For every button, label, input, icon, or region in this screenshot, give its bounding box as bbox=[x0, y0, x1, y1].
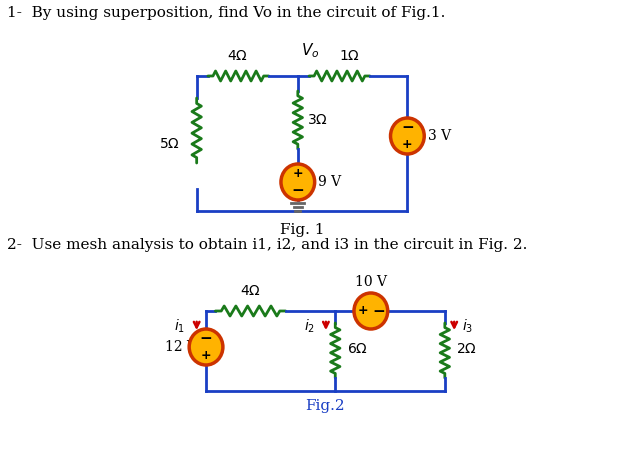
Text: $6\Omega$: $6\Omega$ bbox=[347, 342, 367, 356]
Text: $5\Omega$: $5\Omega$ bbox=[159, 137, 180, 151]
Text: +: + bbox=[293, 167, 303, 180]
Text: $4\Omega$: $4\Omega$ bbox=[227, 49, 248, 63]
Text: 2-  Use mesh analysis to obtain i1, i2, and i3 in the circuit in Fig. 2.: 2- Use mesh analysis to obtain i1, i2, a… bbox=[8, 238, 528, 252]
Circle shape bbox=[281, 164, 315, 200]
Text: $V_o$: $V_o$ bbox=[301, 41, 319, 60]
Text: Fig.2: Fig.2 bbox=[306, 399, 345, 413]
Text: $i_2$: $i_2$ bbox=[303, 317, 315, 335]
Text: +: + bbox=[358, 304, 369, 317]
Text: +: + bbox=[402, 137, 413, 151]
Text: $1\Omega$: $1\Omega$ bbox=[339, 49, 360, 63]
Text: −: − bbox=[372, 303, 385, 318]
Text: Fig. 1: Fig. 1 bbox=[279, 223, 324, 237]
Text: $3\Omega$: $3\Omega$ bbox=[307, 113, 328, 127]
Text: 10 V: 10 V bbox=[355, 275, 387, 289]
Text: 1-  By using superposition, find Vo in the circuit of Fig.1.: 1- By using superposition, find Vo in th… bbox=[8, 6, 446, 20]
Text: −: − bbox=[200, 331, 212, 346]
Circle shape bbox=[391, 118, 425, 154]
Text: $4\Omega$: $4\Omega$ bbox=[239, 284, 261, 298]
Text: −: − bbox=[291, 183, 304, 198]
Text: 9 V: 9 V bbox=[318, 175, 342, 189]
Text: $i_1$: $i_1$ bbox=[175, 317, 185, 335]
Text: +: + bbox=[201, 349, 212, 362]
Text: $i_3$: $i_3$ bbox=[462, 317, 473, 335]
Circle shape bbox=[189, 329, 223, 365]
Text: 3 V: 3 V bbox=[428, 129, 451, 143]
Text: −: − bbox=[401, 120, 414, 136]
Text: $2\Omega$: $2\Omega$ bbox=[456, 342, 477, 356]
Circle shape bbox=[354, 293, 387, 329]
Text: 12 V: 12 V bbox=[165, 340, 197, 354]
